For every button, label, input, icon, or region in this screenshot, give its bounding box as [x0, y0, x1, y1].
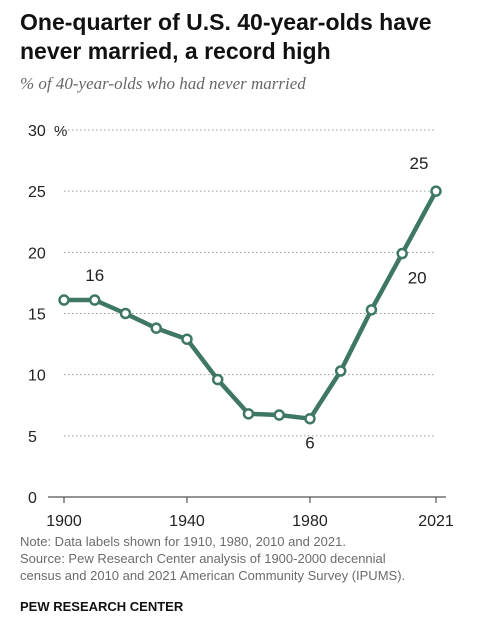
data-point [396, 247, 408, 260]
y-tick-label: 10 [28, 368, 46, 385]
data-point [211, 373, 224, 386]
data-point [334, 365, 347, 377]
brand-logo-text: PEW RESEARCH CENTER [20, 599, 184, 614]
data-point [150, 322, 162, 334]
y-tick-label: 30 [28, 123, 46, 140]
data-point [119, 307, 132, 320]
data-point [273, 409, 285, 421]
source-line: census and 2010 and 2021 American Commun… [20, 568, 406, 583]
chart-subtitle: % of 40-year-olds who had never married [20, 74, 306, 93]
data-point [58, 294, 70, 306]
chart-title: One-quarter of U.S. 40-year-olds have ne… [20, 9, 432, 64]
data-point [88, 294, 101, 306]
data-point [181, 333, 193, 345]
y-tick-label: 25 [28, 184, 46, 201]
y-tick-label: 15 [28, 307, 46, 324]
y-unit-label: % [54, 123, 67, 140]
x-tick-label: 2021 [418, 513, 454, 530]
chart-note: Note: Data labels shown for 1910, 1980, … [20, 533, 470, 584]
y-tick-label: 0 [28, 490, 37, 507]
data-point [430, 185, 442, 197]
x-tick-label: 1980 [292, 513, 328, 530]
data-label: 20 [408, 269, 427, 288]
source-line: Source: Pew Research Center analysis of … [20, 551, 386, 566]
data-label: 6 [305, 434, 314, 453]
y-tick-label: 5 [28, 429, 37, 446]
data-point [365, 304, 378, 316]
data-point [304, 412, 316, 425]
data-label: 25 [410, 154, 429, 173]
note-line: Note: Data labels shown for 1910, 1980, … [20, 534, 346, 549]
x-tick-label: 1940 [169, 513, 205, 530]
data-point [242, 408, 255, 420]
y-tick-label: 20 [28, 245, 46, 262]
series-line [61, 188, 439, 421]
x-tick-label: 1900 [46, 513, 82, 530]
data-label: 16 [85, 266, 104, 285]
